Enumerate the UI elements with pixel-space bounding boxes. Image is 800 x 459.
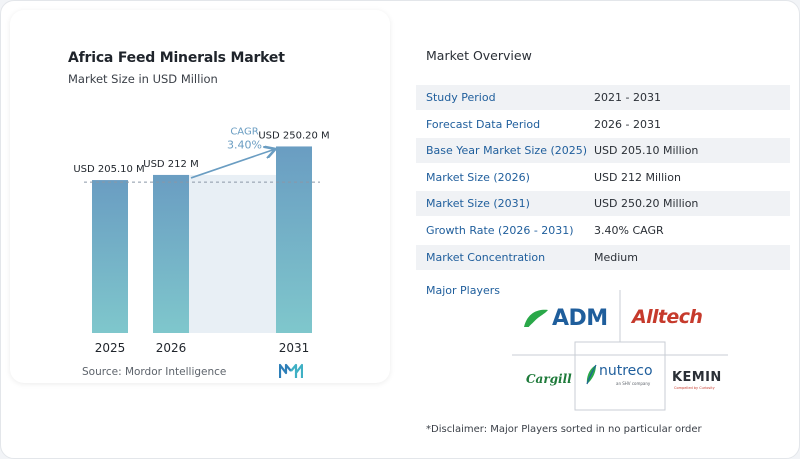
alltech-logo: Alltech <box>632 306 722 334</box>
overview-row-label: Study Period <box>426 91 496 104</box>
cargill-logo: Cargill <box>526 372 572 390</box>
overview-row-value: 3.40% CAGR <box>594 224 664 237</box>
adm-logo: ADM <box>522 305 612 333</box>
overview-row-value: 2026 - 2031 <box>594 117 661 131</box>
major-players-label: Major Players <box>426 284 500 297</box>
overview-row-value: 2021 - 2031 <box>594 91 661 104</box>
market-overview-title: Market Overview <box>426 48 532 63</box>
disclaimer-text: *Disclaimer: Major Players sorted in no … <box>426 424 702 435</box>
mordor-intelligence-logo <box>279 363 303 378</box>
overview-row-label: Market Size (2026) <box>426 170 530 184</box>
overview-row-label: Base Year Market Size (2025) <box>426 144 588 158</box>
overview-row-value: USD 205.10 Million <box>594 144 699 158</box>
nutreco-logo: nutreco an SHV company <box>584 362 660 390</box>
overview-row: Study Period 2021 - 2031 <box>416 85 790 111</box>
chart-title: Africa Feed Minerals Market <box>68 50 285 66</box>
cargill-logo-text: Cargill <box>526 372 572 386</box>
overview-row-label: Forecast Data Period <box>426 117 541 131</box>
overview-row-value: USD 212 Million <box>594 170 681 184</box>
overview-row-value: USD 250.20 Million <box>594 197 699 211</box>
source-text: Source: Mordor Intelligence <box>82 366 227 378</box>
overview-row-value: Medium <box>594 250 638 264</box>
overview-row: Market Size (2031) USD 250.20 Million <box>416 191 790 218</box>
kemin-logo: KEMIN Compelled by Curiosity <box>672 370 728 392</box>
overview-row-label: Market Concentration <box>426 250 546 264</box>
overview-row: Market Concentration Medium <box>416 244 790 271</box>
overview-row: Base Year Market Size (2025) USD 205.10 M… <box>416 138 790 165</box>
overview-row: Forecast Data Period 2026 - 2031 <box>416 112 790 138</box>
kemin-tagline: Compelled by Curiosity <box>674 386 715 390</box>
nutreco-tagline: an SHV company <box>616 381 651 386</box>
chart-subtitle: Market Size in USD Million <box>68 72 218 86</box>
overview-row: Market Size (2026) USD 212 Million <box>416 165 790 191</box>
nutreco-logo-text: nutreco <box>599 363 653 379</box>
overview-row: Growth Rate (2026 - 2031) 3.40% CAGR <box>416 218 790 244</box>
alltech-logo-text: Alltech <box>632 306 703 328</box>
overview-row-label: Growth Rate (2026 - 2031) <box>426 224 574 237</box>
adm-logo-text: ADM <box>552 306 608 331</box>
overview-row-label: Market Size (2031) <box>426 197 530 211</box>
kemin-logo-text: KEMIN <box>672 370 722 385</box>
nutreco-leaf-icon <box>586 364 597 385</box>
adm-leaf-icon <box>524 309 548 330</box>
